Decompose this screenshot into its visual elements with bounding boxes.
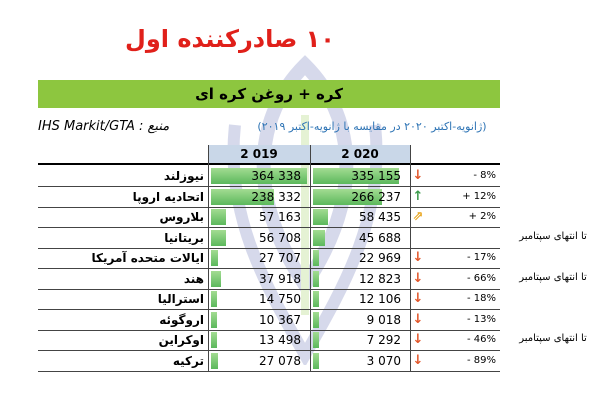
down-arrow-icon: ↓ bbox=[412, 352, 424, 368]
value-2020: 22 969 bbox=[359, 251, 401, 265]
value-2020: 266 237 bbox=[351, 189, 401, 204]
table-row: اروگوئه 10 367 9 018 ↓ - 13% bbox=[38, 310, 500, 331]
country-name: اوکراین bbox=[158, 333, 204, 347]
change-percent: - 46% bbox=[466, 334, 496, 345]
value-2020: 7 292 bbox=[366, 333, 401, 347]
value-2020: 58 435 bbox=[359, 210, 401, 224]
page-title: ۱۰ صادرکننده اول bbox=[125, 25, 335, 53]
header-rule bbox=[38, 163, 500, 165]
down-arrow-icon: ↓ bbox=[412, 291, 424, 306]
value-2020: 45 688 bbox=[359, 230, 401, 245]
country-name: ایالات متحده آمریکا bbox=[91, 251, 204, 265]
table-row: بریتانیا 56 708 45 688 bbox=[38, 228, 500, 249]
value-2019: 57 163 bbox=[259, 210, 301, 224]
down-arrow-icon: ↓ bbox=[412, 332, 424, 347]
header-2019: 2 019 bbox=[208, 145, 310, 163]
table-row: نیوزلند 364 338 335 155 ↓ - 8% bbox=[38, 166, 500, 187]
bar-2019 bbox=[211, 188, 274, 205]
bar-2020 bbox=[313, 332, 319, 348]
bar-2019 bbox=[211, 291, 217, 307]
value-2020: 12 823 bbox=[359, 271, 401, 286]
bar-2019 bbox=[211, 352, 219, 369]
down-arrow-icon: ↓ bbox=[412, 250, 424, 265]
bar-2020 bbox=[313, 352, 319, 369]
change-percent: - 8% bbox=[473, 170, 496, 181]
bar-2020 bbox=[313, 311, 319, 328]
value-2019: 13 498 bbox=[259, 333, 301, 347]
row-note: تا انتهای سپتامبر bbox=[519, 271, 587, 283]
bar-2020 bbox=[313, 291, 319, 307]
up-right-arrow-icon: ⇗ bbox=[412, 209, 424, 224]
column-divider-change bbox=[410, 145, 411, 372]
bar-2020 bbox=[313, 270, 319, 287]
bar-2020 bbox=[313, 168, 400, 184]
value-2020: 9 018 bbox=[366, 312, 401, 327]
country-name: هند bbox=[183, 271, 204, 286]
bar-2019 bbox=[211, 209, 227, 225]
table-row: بلاروس 57 163 58 435 ⇗ + 2% bbox=[38, 207, 500, 228]
country-name: بریتانیا bbox=[164, 230, 204, 245]
product-banner: کره + روغن کره ای bbox=[38, 80, 500, 108]
change-percent: - 89% bbox=[466, 354, 496, 366]
value-2019: 27 707 bbox=[259, 251, 301, 265]
value-2019: 14 750 bbox=[259, 292, 301, 306]
row-note: تا انتهای سپتامبر bbox=[519, 230, 587, 242]
country-name: بلاروس bbox=[159, 210, 204, 224]
change-percent: - 18% bbox=[466, 293, 496, 304]
period-subtitle: (ژانویه-اکتبر ۲۰۲۰ در مقایسه با ژانویه-ا… bbox=[257, 120, 487, 133]
change-percent: + 2% bbox=[468, 211, 496, 222]
table-row: استرالیا 14 750 12 106 ↓ - 18% bbox=[38, 289, 500, 310]
table-row: هند 37 918 12 823 ↓ - 66% bbox=[38, 269, 500, 290]
value-2019: 10 367 bbox=[259, 312, 301, 327]
value-2019: 37 918 bbox=[259, 271, 301, 286]
change-percent: - 17% bbox=[466, 252, 496, 263]
change-percent: - 66% bbox=[466, 272, 496, 284]
table-row: اوکراین 13 498 7 292 ↓ - 46% bbox=[38, 330, 500, 351]
bar-2019 bbox=[211, 168, 307, 184]
value-2020: 3 070 bbox=[366, 353, 401, 368]
bar-2020 bbox=[313, 250, 319, 266]
down-arrow-icon: ↓ bbox=[412, 168, 424, 183]
value-2020: 12 106 bbox=[359, 292, 401, 306]
country-name: استرالیا bbox=[157, 292, 204, 306]
value-2019: 27 078 bbox=[259, 353, 301, 368]
down-arrow-icon: ↓ bbox=[412, 270, 424, 286]
table-row: اتحادیه اروپا 238 332 266 237 ↑ + 12% bbox=[38, 187, 500, 208]
value-2019: 56 708 bbox=[259, 230, 301, 245]
source-label: IHS Markit/GTA : منبع bbox=[38, 119, 170, 134]
value-2019: 238 332 bbox=[251, 189, 301, 204]
bar-2019 bbox=[211, 270, 221, 287]
country-name: نیوزلند bbox=[163, 169, 204, 183]
bar-2020 bbox=[313, 229, 325, 246]
change-percent: + 12% bbox=[462, 190, 496, 202]
column-divider-2019 bbox=[208, 145, 209, 372]
up-arrow-icon: ↑ bbox=[412, 188, 424, 204]
bar-2019 bbox=[211, 332, 217, 348]
country-name: اتحادیه اروپا bbox=[132, 189, 204, 204]
value-2019: 364 338 bbox=[251, 169, 301, 183]
country-name: ترکیه bbox=[172, 353, 204, 368]
header-2020: 2 020 bbox=[310, 145, 410, 163]
value-2020: 335 155 bbox=[351, 169, 401, 183]
bar-2020 bbox=[313, 209, 329, 225]
row-note: تا انتهای سپتامبر bbox=[519, 333, 587, 344]
country-name: اروگوئه bbox=[159, 312, 204, 327]
table-row: ترکیه 27 078 3 070 ↓ - 89% bbox=[38, 351, 500, 372]
change-percent: - 13% bbox=[466, 313, 496, 325]
table-row: ایالات متحده آمریکا 27 707 22 969 ↓ - 17% bbox=[38, 248, 500, 269]
column-divider-2020 bbox=[310, 145, 311, 372]
bar-2019 bbox=[211, 250, 219, 266]
bar-2019 bbox=[211, 311, 217, 328]
down-arrow-icon: ↓ bbox=[412, 311, 424, 327]
bar-2020 bbox=[313, 188, 382, 205]
bar-2019 bbox=[211, 229, 226, 246]
